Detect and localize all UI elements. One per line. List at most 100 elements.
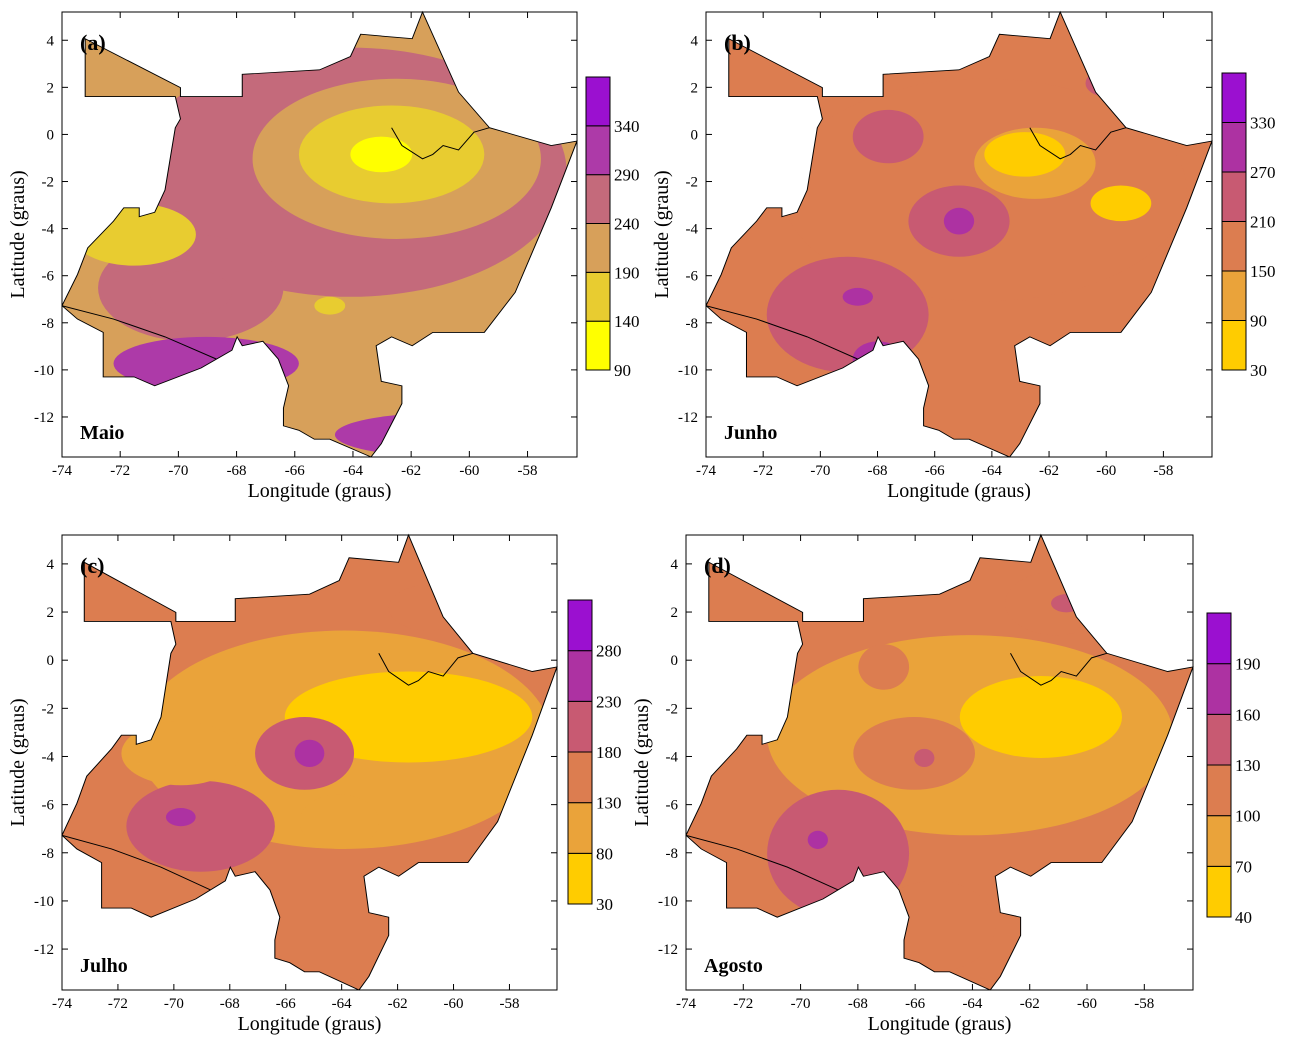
- colorbar-segment: [585, 271, 611, 322]
- colorbar-label: 210: [1250, 213, 1276, 232]
- colorbar-label: 290: [614, 166, 640, 185]
- map-frame: [705, 11, 1213, 458]
- y-axis-label: Latitude (graus): [631, 698, 653, 826]
- y-tick-label: -12: [34, 942, 54, 958]
- map-panel: -74 -72 -70 -68 -66 -64 -62 -60 -58 4 2 0 -2 -4 -6 -8 -1…: [631, 535, 1261, 1035]
- map-frame: [685, 534, 1194, 991]
- y-tick-label: 2: [47, 80, 55, 96]
- x-tick-label: -70: [168, 463, 188, 479]
- colorbar-segment: [1221, 72, 1247, 123]
- y-tick-label: -12: [658, 942, 678, 958]
- colorbar-label: 240: [614, 215, 640, 234]
- y-tick-label: -12: [678, 410, 698, 426]
- colorbar-label: 130: [596, 794, 622, 813]
- x-tick-label: -66: [905, 996, 925, 1012]
- x-tick-label: -72: [110, 463, 130, 479]
- y-tick-label: -4: [42, 222, 55, 238]
- map-panel: -74 -72 -70 -68 -66 -64 -62 -60 -58 4 2 0 -2 -4 -6 -8 -1…: [7, 535, 622, 1035]
- contour-region: [149, 270, 232, 315]
- x-axis-label: Longitude (graus): [868, 1013, 1012, 1035]
- x-tick-label: -64: [332, 996, 352, 1012]
- month-label: Julho: [80, 955, 128, 977]
- map-frame: [61, 534, 558, 991]
- state-border: [1010, 652, 1107, 686]
- y-axis-label: Latitude (graus): [7, 698, 29, 826]
- y-tick-label: -6: [686, 269, 699, 285]
- colorbar-label: 340: [614, 117, 640, 136]
- contour-region: [914, 748, 935, 768]
- contour-region: [334, 412, 562, 457]
- contour-region: [858, 644, 910, 690]
- y-tick-label: 2: [691, 80, 699, 96]
- y-tick-label: -8: [42, 316, 55, 332]
- contour-region: [165, 808, 196, 827]
- colorbar-segment: [585, 125, 611, 176]
- colorbar-segment: [1206, 713, 1232, 766]
- map-frame: [61, 11, 578, 458]
- month-label: Junho: [724, 422, 777, 444]
- x-tick-label: -68: [848, 996, 868, 1012]
- x-tick-label: -64: [343, 463, 363, 479]
- y-axis-label: Latitude (graus): [651, 170, 673, 298]
- x-tick-label: -74: [696, 463, 716, 479]
- colorbar-label: 70: [1235, 857, 1252, 876]
- x-tick-label: -58: [1134, 996, 1154, 1012]
- colorbar-segment: [1221, 320, 1247, 371]
- y-tick-label: -10: [34, 894, 54, 910]
- month-label: Agosto: [704, 955, 763, 977]
- y-tick-label: 0: [47, 653, 55, 669]
- x-tick-label: -72: [753, 463, 773, 479]
- y-tick-label: 2: [671, 605, 679, 621]
- state-border: [1029, 127, 1127, 160]
- contour-region: [943, 207, 975, 235]
- colorbar-segment: [585, 223, 611, 273]
- colorbar-label: 180: [596, 743, 622, 762]
- colorbar-label: 140: [614, 312, 640, 331]
- contour-region: [984, 132, 1066, 177]
- x-axis-label: Longitude (graus): [248, 480, 392, 502]
- x-tick-label: -72: [108, 996, 128, 1012]
- y-tick-label: -2: [42, 701, 55, 717]
- x-tick-label: -60: [1077, 996, 1097, 1012]
- contour-region: [848, 885, 889, 913]
- x-tick-label: -64: [962, 996, 982, 1012]
- contour-region: [314, 296, 346, 315]
- x-tick-label: -68: [220, 996, 240, 1012]
- x-tick-label: -58: [518, 463, 538, 479]
- y-tick-label: -2: [666, 701, 679, 717]
- state-border: [391, 127, 490, 160]
- x-tick-label: -70: [164, 996, 184, 1012]
- contour-field: [686, 535, 1193, 990]
- y-tick-label: 0: [47, 127, 55, 143]
- y-tick-label: -6: [666, 798, 679, 814]
- contour-region: [215, 889, 236, 909]
- colorbar: 30 90 150 210 270 330: [1221, 72, 1276, 380]
- x-tick-label: -62: [1039, 463, 1059, 479]
- colorbar-segment: [1221, 122, 1247, 173]
- contour-field: [62, 12, 577, 457]
- colorbar-label: 100: [1235, 807, 1261, 826]
- y-tick-label: -6: [42, 798, 55, 814]
- colorbar-segment: [1221, 270, 1247, 321]
- y-tick-label: -4: [666, 749, 679, 765]
- contour-field: [706, 12, 1212, 457]
- contour-region: [72, 203, 196, 266]
- contour-region: [842, 287, 873, 306]
- x-tick-label: -68: [868, 463, 888, 479]
- y-tick-label: -2: [686, 175, 699, 191]
- panel-letter: (d): [704, 553, 731, 578]
- colorbar-label: 190: [1235, 655, 1261, 674]
- contour-region: [1051, 594, 1082, 613]
- contour-region: [807, 830, 828, 849]
- y-tick-label: 4: [47, 557, 55, 573]
- colorbar-label: 270: [1250, 163, 1276, 182]
- y-tick-label: 0: [691, 127, 699, 143]
- y-tick-label: -10: [34, 363, 54, 379]
- colorbar-label: 130: [1235, 756, 1261, 775]
- x-tick-label: -60: [1096, 463, 1116, 479]
- y-tick-label: -6: [42, 269, 55, 285]
- month-label: Maio: [80, 422, 124, 444]
- x-tick-label: -70: [791, 996, 811, 1012]
- colorbar-segment: [567, 852, 593, 905]
